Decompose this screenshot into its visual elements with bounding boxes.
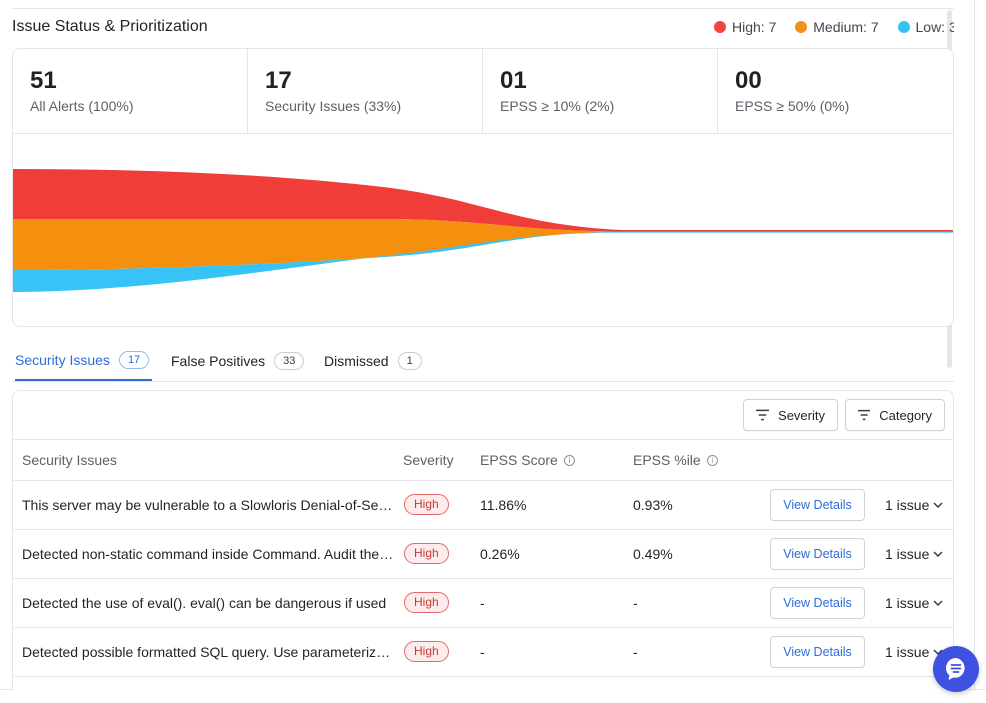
legend-medium-label: Medium: 7 [813, 19, 879, 35]
column-header-label: EPSS %ile [633, 452, 701, 468]
epss-score: - [480, 644, 485, 660]
flow-band-high [13, 169, 953, 232]
view-details-button[interactable]: View Details [770, 489, 865, 521]
stat-security-issues[interactable]: 17 Security Issues (33%) [248, 49, 483, 134]
chat-icon [946, 658, 965, 680]
epss-score: - [480, 595, 485, 611]
epss-percentile: - [633, 595, 638, 611]
issue-count-label: 1 issue [885, 497, 930, 513]
tab-false-positives[interactable]: False Positives 33 [171, 346, 305, 381]
table-row[interactable]: This server may be vulnerable to a Slowl… [13, 481, 953, 530]
chevron-down-icon [933, 600, 943, 606]
column-header-epss-percentile[interactable]: EPSS %ile i [633, 452, 718, 468]
top-divider [12, 8, 954, 9]
high-dot-icon [714, 21, 726, 33]
legend-high-label: High: 7 [732, 19, 777, 35]
issue-title[interactable]: This server may be vulnerable to a Slowl… [22, 497, 396, 513]
column-header-issue[interactable]: Security Issues [22, 452, 117, 468]
summary-card: 51 All Alerts (100%) 17 Security Issues … [12, 48, 954, 327]
severity-legend: High: 7 Medium: 7 Low: 3 [714, 19, 954, 39]
epss-percentile: 0.93% [633, 497, 673, 513]
issue-count-label: 1 issue [885, 644, 930, 660]
severity-badge: High [404, 543, 449, 564]
stat-epss-50[interactable]: 00 EPSS ≥ 50% (0%) [718, 49, 953, 134]
table-row[interactable]: Detected the use of eval(). eval() can b… [13, 579, 953, 628]
view-details-button[interactable]: View Details [770, 587, 865, 619]
page-title: Issue Status & Prioritization [12, 18, 208, 35]
issues-table-card: Severity Category Security Issues Severi… [12, 390, 954, 690]
severity-badge: High [404, 592, 449, 613]
epss-percentile: 0.49% [633, 546, 673, 562]
legend-medium: Medium: 7 [795, 19, 879, 35]
severity-flow-chart [13, 169, 953, 292]
tab-count-badge: 17 [118, 350, 150, 369]
issue-count-dropdown[interactable]: 1 issue [885, 497, 943, 513]
stat-label: All Alerts (100%) [30, 98, 134, 114]
epss-score: 11.86% [480, 497, 527, 513]
right-divider [974, 0, 975, 690]
tab-dismissed[interactable]: Dismissed 1 [324, 346, 422, 381]
view-details-button[interactable]: View Details [770, 636, 865, 668]
issue-title[interactable]: Detected non-static command inside Comma… [22, 546, 396, 562]
legend-low-label: Low: 3 [915, 19, 955, 35]
stat-value: 01 [500, 67, 527, 94]
chat-support-button[interactable] [933, 646, 979, 692]
chevron-down-icon [933, 551, 943, 557]
issue-count-label: 1 issue [885, 546, 930, 562]
severity-badge: High [404, 641, 449, 662]
filter-icon [756, 409, 770, 421]
filter-label: Category [879, 407, 932, 423]
legend-low: Low: 3 [897, 19, 955, 35]
tab-security-issues[interactable]: Security Issues 17 [15, 346, 153, 381]
stat-label: Security Issues (33%) [265, 98, 402, 114]
severity-filter-button[interactable]: Severity [743, 399, 838, 431]
stat-value: 51 [30, 67, 57, 94]
column-header-epss-score[interactable]: EPSS Score i [480, 452, 575, 468]
table-row[interactable]: Detected non-static command inside Comma… [13, 530, 953, 579]
filter-label: Severity [778, 407, 825, 423]
stat-value: 17 [265, 67, 292, 94]
stat-value: 00 [735, 67, 762, 94]
issue-count-dropdown[interactable]: 1 issue [885, 546, 943, 562]
column-header-label: EPSS Score [480, 452, 558, 468]
issue-tabs: Security Issues 17 False Positives 33 Di… [12, 346, 954, 382]
table-header: Security Issues Severity EPSS Score i EP… [13, 439, 953, 481]
flow-band-low [13, 232, 953, 292]
epss-percentile: - [633, 644, 638, 660]
stat-all-alerts[interactable]: 51 All Alerts (100%) [13, 49, 248, 134]
issue-count-label: 1 issue [885, 595, 930, 611]
column-header-severity[interactable]: Severity [403, 452, 454, 468]
info-icon[interactable]: i [706, 454, 718, 466]
tab-label: False Positives [171, 352, 266, 369]
stat-label: EPSS ≥ 10% (2%) [500, 98, 615, 114]
tab-label: Dismissed [324, 352, 389, 369]
issue-count-dropdown[interactable]: 1 issue [885, 595, 943, 611]
table-row[interactable]: Detected possible formatted SQL query. U… [13, 628, 953, 677]
stat-epss-10[interactable]: 01 EPSS ≥ 10% (2%) [483, 49, 718, 134]
tab-count-badge: 33 [274, 351, 305, 370]
view-details-button[interactable]: View Details [770, 538, 865, 570]
tab-count-badge: 1 [397, 351, 422, 370]
tab-label: Security Issues [15, 351, 110, 368]
severity-badge: High [404, 494, 449, 515]
info-icon[interactable]: i [563, 454, 575, 466]
medium-dot-icon [795, 21, 808, 33]
stat-label: EPSS ≥ 50% (0%) [735, 98, 850, 114]
low-dot-icon [897, 21, 910, 33]
chevron-down-icon [933, 502, 943, 508]
filter-icon [858, 409, 871, 421]
legend-high: High: 7 [714, 19, 776, 35]
stats-row: 51 All Alerts (100%) 17 Security Issues … [13, 49, 953, 134]
issue-title[interactable]: Detected possible formatted SQL query. U… [22, 644, 396, 660]
epss-score: 0.26% [480, 546, 520, 562]
issue-title[interactable]: Detected the use of eval(). eval() can b… [22, 595, 387, 611]
category-filter-button[interactable]: Category [845, 399, 945, 431]
